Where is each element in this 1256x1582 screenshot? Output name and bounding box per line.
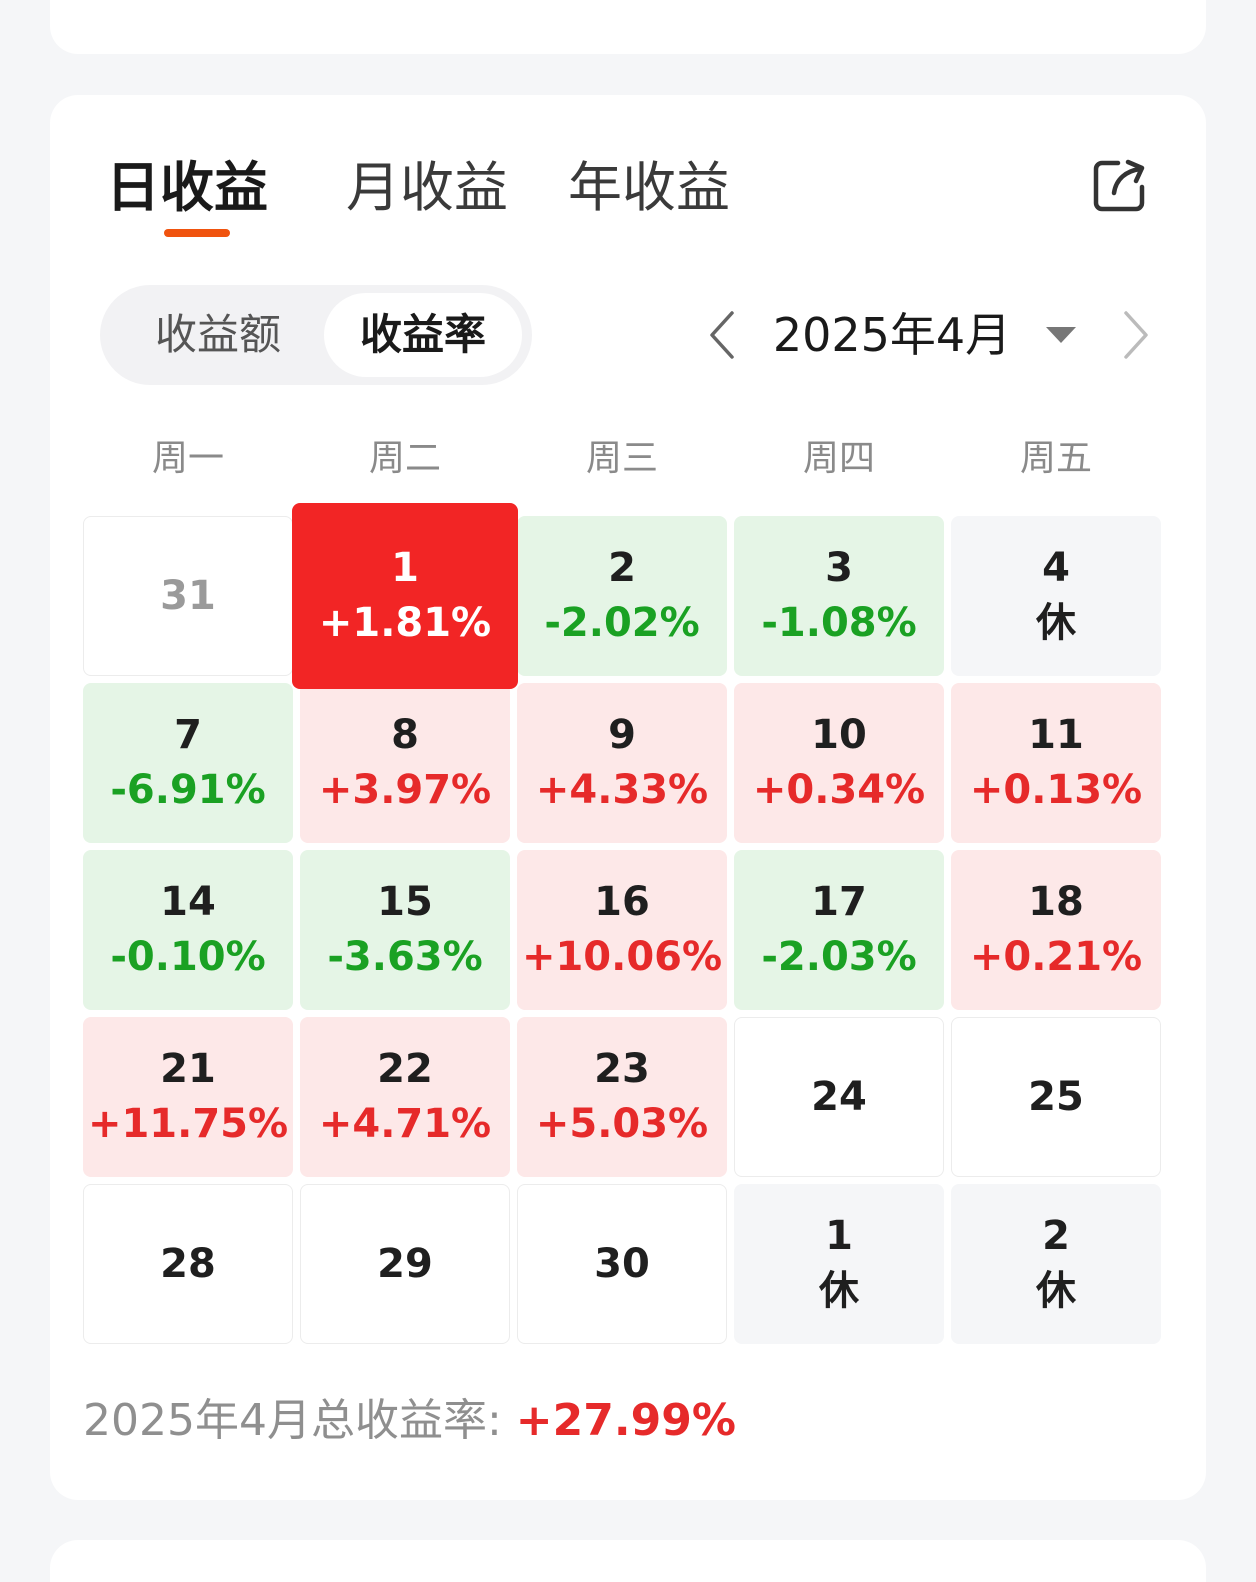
day-number: 3 — [825, 545, 853, 591]
day-number: 8 — [391, 712, 419, 758]
toggle-rate[interactable]: 收益率 — [324, 293, 522, 377]
calendar-day-cell[interactable]: 29 — [300, 1184, 510, 1344]
day-number: 7 — [174, 712, 202, 758]
rest-day-label: 休 — [1036, 600, 1076, 646]
calendar-day-cell[interactable]: 8 +3.97% — [300, 683, 510, 843]
metric-toggle: 收益额 收益率 — [100, 285, 532, 385]
day-number: 4 — [1042, 545, 1070, 591]
next-card — [50, 1540, 1206, 1582]
day-number: 2 — [1042, 1213, 1070, 1259]
day-return-rate: +4.33% — [535, 767, 709, 813]
day-number: 1 — [825, 1213, 853, 1259]
caret-down-icon[interactable] — [1046, 327, 1076, 343]
calendar-day-cell[interactable]: 30 — [517, 1184, 727, 1344]
calendar-day-cell[interactable]: 18 +0.21% — [951, 850, 1161, 1010]
calendar-day-cell[interactable]: 2 -2.02% — [517, 516, 727, 676]
calendar-day-cell[interactable]: 10 +0.34% — [734, 683, 944, 843]
calendar-day-cell[interactable]: 17 -2.03% — [734, 850, 944, 1010]
chevron-left-icon[interactable] — [702, 307, 742, 363]
day-number: 15 — [377, 879, 433, 925]
day-return-rate: +0.21% — [969, 934, 1143, 980]
day-return-rate: +4.71% — [318, 1101, 492, 1147]
day-number: 22 — [377, 1046, 433, 1092]
day-number: 16 — [594, 879, 650, 925]
day-return-rate: +1.81% — [318, 600, 492, 646]
day-return-rate: +11.75% — [87, 1101, 289, 1147]
calendar-day-cell[interactable]: 15 -3.63% — [300, 850, 510, 1010]
rest-day-label: 休 — [1036, 1268, 1076, 1314]
day-return-rate: -2.03% — [761, 934, 917, 980]
day-number: 17 — [811, 879, 867, 925]
day-number: 21 — [160, 1046, 216, 1092]
month-label[interactable]: 2025年4月 — [772, 308, 1012, 362]
day-number: 1 — [391, 545, 419, 591]
day-return-rate: +10.06% — [521, 934, 723, 980]
day-number: 9 — [608, 712, 636, 758]
day-return-rate: +0.34% — [752, 767, 926, 813]
calendar-day-cell[interactable]: 9 +4.33% — [517, 683, 727, 843]
chevron-right-icon[interactable] — [1116, 307, 1156, 363]
total-label: 2025年4月总收益率: — [83, 1395, 516, 1446]
calendar-day-cell[interactable]: 3 -1.08% — [734, 516, 944, 676]
calendar-day-cell[interactable]: 16 +10.06% — [517, 850, 727, 1010]
rest-day-label: 休 — [819, 1268, 859, 1314]
day-number: 29 — [377, 1241, 433, 1287]
calendar-grid: 31 1 +1.81% 2 -2.02% 3 -1.08% 4 休 7 -6.91% 8 +3.97% 9… — [83, 503, 1163, 1346]
calendar-day-cell[interactable]: 28 — [83, 1184, 293, 1344]
day-number: 28 — [160, 1241, 216, 1287]
day-return-rate: -2.02% — [544, 600, 700, 646]
active-tab-indicator — [164, 229, 230, 237]
weekday-label: 周二 — [368, 438, 441, 479]
calendar-day-cell[interactable]: 22 +4.71% — [300, 1017, 510, 1177]
tab-yearly[interactable]: 年收益 — [568, 156, 730, 219]
day-number: 30 — [594, 1241, 650, 1287]
day-return-rate: -1.08% — [761, 600, 917, 646]
weekday-label: 周一 — [151, 438, 224, 479]
tab-monthly[interactable]: 月收益 — [346, 156, 508, 219]
calendar-day-cell[interactable]: 7 -6.91% — [83, 683, 293, 843]
total-value: +27.99% — [515, 1395, 736, 1446]
day-number: 2 — [608, 545, 636, 591]
calendar-day-cell[interactable]: 23 +5.03% — [517, 1017, 727, 1177]
earnings-calendar-card: 日收益 月收益 年收益 收益额 收益率 2025年4月 周一 周二 周三 周四 … — [50, 95, 1206, 1500]
toggle-amount[interactable]: 收益额 — [154, 310, 281, 359]
day-number: 25 — [1028, 1074, 1084, 1120]
weekday-header: 周一 周二 周三 周四 周五 — [83, 431, 1163, 487]
calendar-day-cell[interactable]: 31 — [83, 516, 293, 676]
calendar-day-cell[interactable]: 1 +1.81% — [292, 503, 518, 689]
day-number: 23 — [594, 1046, 650, 1092]
day-number: 31 — [160, 573, 216, 619]
calendar-day-cell[interactable]: 11 +0.13% — [951, 683, 1161, 843]
calendar-day-cell[interactable]: 24 — [734, 1017, 944, 1177]
monthly-total: 2025年4月总收益率: +27.99% — [83, 1391, 736, 1451]
calendar-day-cell[interactable]: 21 +11.75% — [83, 1017, 293, 1177]
day-return-rate: +5.03% — [535, 1101, 709, 1147]
day-return-rate: -3.63% — [327, 934, 483, 980]
tab-daily[interactable]: 日收益 — [106, 156, 268, 219]
weekday-label: 周五 — [1019, 438, 1092, 479]
day-return-rate: +0.13% — [969, 767, 1143, 813]
day-return-rate: -6.91% — [110, 767, 266, 813]
day-number: 10 — [811, 712, 867, 758]
day-number: 14 — [160, 879, 216, 925]
day-number: 24 — [811, 1074, 867, 1120]
share-icon[interactable] — [1090, 157, 1148, 215]
calendar-day-cell[interactable]: 25 — [951, 1017, 1161, 1177]
weekday-label: 周四 — [802, 438, 875, 479]
day-return-rate: -0.10% — [110, 934, 266, 980]
day-return-rate: +3.97% — [318, 767, 492, 813]
day-number: 18 — [1028, 879, 1084, 925]
previous-card — [50, 0, 1206, 54]
day-number: 11 — [1028, 712, 1084, 758]
calendar-day-cell[interactable]: 14 -0.10% — [83, 850, 293, 1010]
weekday-label: 周三 — [585, 438, 658, 479]
